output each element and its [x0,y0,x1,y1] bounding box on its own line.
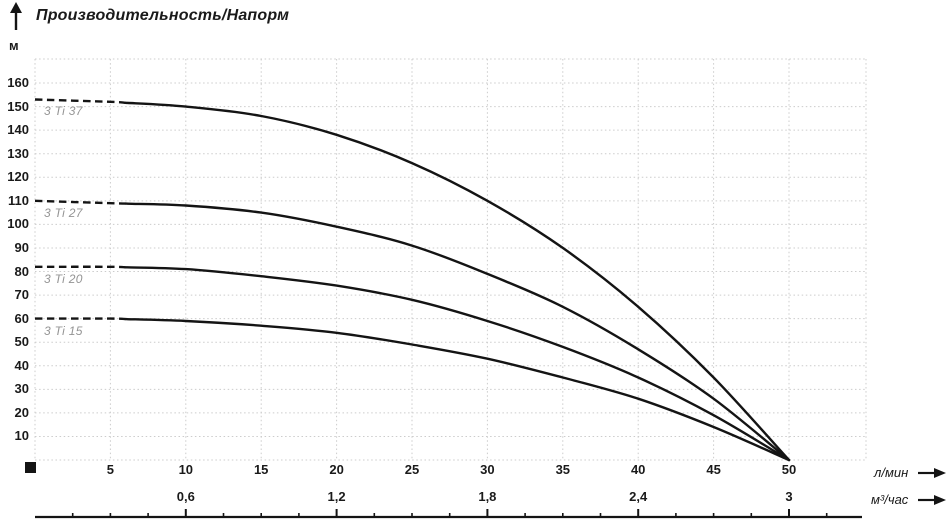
y-axis-unit: м [9,38,19,53]
x-tick-label: 35 [555,462,571,477]
curve-label-3-ti-20: 3 Ti 20 [44,271,83,286]
y-tick-label: 40 [14,357,29,373]
curve-3-ti-37 [124,101,791,462]
curve-label-3-ti-15: 3 Ti 15 [44,323,83,338]
m3h-tick-label: 3 [785,489,793,504]
y-tick-label: 90 [14,239,29,255]
m3h-tick-label: 1,2 [327,489,346,504]
m3h-tick-label: 0,6 [176,489,195,504]
lpm-axis-arrow-icon [934,468,946,478]
y-tick-label: 80 [14,263,29,279]
curve-dashed-3-ti-37 [34,98,126,104]
y-tick-label: 60 [14,310,29,326]
x-tick-label: 45 [706,462,721,477]
x-axis-unit-m3h: м³/час [871,492,909,507]
m3h-tick-label: 1,8 [478,489,497,504]
curve-dashed-3-ti-20 [34,265,126,269]
x-tick-label: 30 [480,462,495,477]
x-axis-unit-lpm: л/мин [874,465,909,480]
y-tick-label: 100 [7,216,29,232]
x-tick-label: 15 [253,462,269,477]
curve-label-3-ti-37: 3 Ti 37 [44,104,83,119]
curve-3-ti-15 [124,317,791,462]
y-tick-label: 120 [7,169,29,185]
y-tick-label: 70 [14,287,29,303]
m3h-tick-label: 2,4 [629,489,648,504]
y-tick-label: 160 [7,75,29,90]
x-tick-label: 40 [630,462,646,477]
chart-title: Производительность/Напорм [36,7,290,24]
y-tick-label: 130 [7,145,29,161]
y-tick-label: 10 [14,428,29,444]
y-tick-label: 20 [14,404,29,420]
y-tick-label: 110 [8,192,29,208]
y-tick-label: 30 [14,381,29,397]
y-tick-label: 50 [14,334,29,350]
curve-dashed-3-ti-27 [34,199,126,205]
curve-dashed-3-ti-15 [34,317,126,321]
x-tick-label: 25 [404,462,420,477]
curve-label-3-ti-27: 3 Ti 27 [44,205,83,220]
x-tick-label: 50 [781,462,797,477]
curve-3-ti-20 [124,266,791,462]
y-tick-label: 140 [7,122,29,138]
x-tick-label: 20 [329,462,344,477]
x-tick-label: 5 [106,462,114,477]
up-arrow-icon [10,2,22,13]
curve-3-ti-27 [124,202,791,462]
m3h-axis-arrow-icon [934,495,946,505]
x-tick-label: 10 [178,462,194,477]
origin-marker [25,462,36,473]
y-tick-label: 150 [7,98,29,114]
